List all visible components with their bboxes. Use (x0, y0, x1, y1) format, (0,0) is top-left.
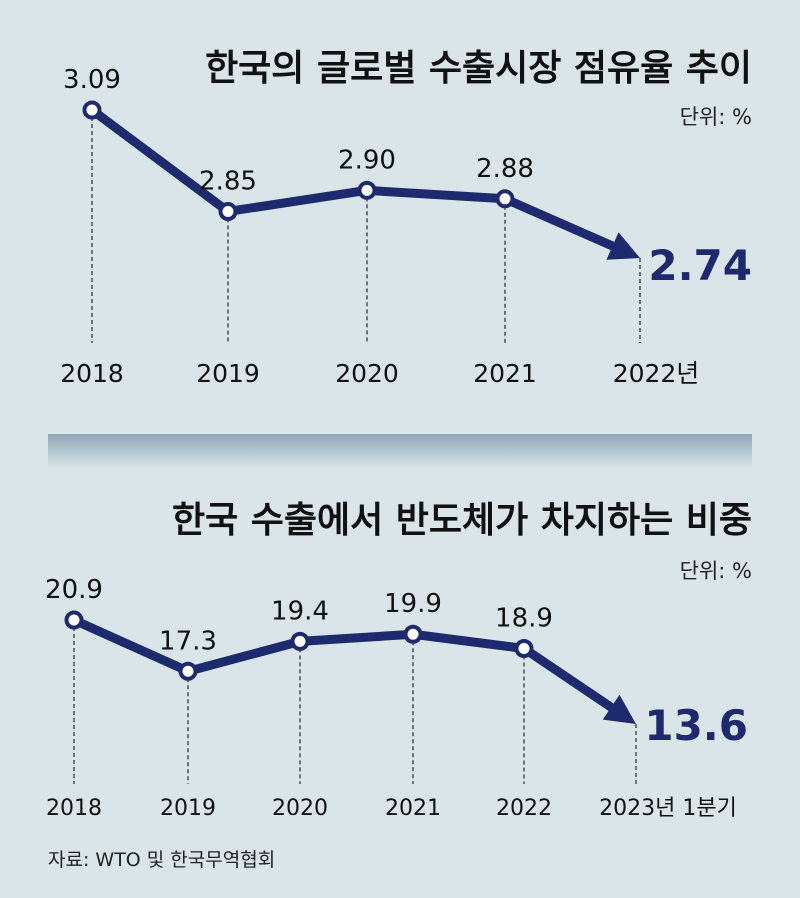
data-point (218, 201, 238, 221)
data-label: 2.90 (338, 145, 396, 175)
x-tick-label: 2018 (46, 796, 102, 821)
chart-2-series-line (69, 615, 636, 724)
chart-2: 한국 수출에서 반도체가 차지하는 비중 단위: % 20.9 17.3 19.4 1… (45, 500, 752, 821)
chart-1-guides (91, 110, 641, 343)
data-point (82, 100, 102, 120)
data-point (178, 661, 198, 681)
x-tick-label: 2019 (160, 796, 216, 821)
data-point (495, 189, 515, 209)
chart-1-x-ticks: 2018 2019 2020 2021 2022년 (60, 359, 699, 388)
chart-1: 한국의 글로벌 수출시장 점유율 추이 단위: % 3.09 2.85 2.90 2.… (60, 48, 752, 388)
data-label: 20.9 (45, 575, 103, 605)
series-line (87, 105, 618, 251)
chart-1-unit: 단위: % (680, 105, 752, 129)
data-label: 18.9 (495, 603, 553, 633)
data-label-highlight: 2.74 (648, 241, 752, 290)
data-label: 17.3 (159, 626, 217, 656)
x-tick-label: 2019 (196, 359, 260, 388)
series-arrowhead (606, 232, 640, 260)
series-line (69, 615, 616, 712)
data-label: 2.88 (476, 154, 534, 184)
x-tick-label: 2021 (385, 796, 441, 821)
chart-1-title: 한국의 글로벌 수출시장 점유율 추이 (205, 48, 752, 89)
chart-2-unit: 단위: % (680, 559, 752, 583)
data-point (357, 180, 377, 200)
data-point (290, 631, 310, 651)
chart-2-value-labels: 20.9 17.3 19.4 19.9 18.9 13.6 (45, 575, 748, 750)
x-tick-label: 2018 (60, 359, 124, 388)
data-label: 3.09 (63, 65, 121, 95)
data-point (64, 610, 84, 630)
x-tick-label: 2020 (272, 796, 328, 821)
chart-2-points (64, 610, 534, 681)
series-arrowhead (602, 694, 636, 724)
chart-1-value-labels: 3.09 2.85 2.90 2.88 2.74 (63, 65, 752, 290)
data-point (514, 638, 534, 658)
chart-1-points (82, 100, 515, 221)
data-label: 2.85 (199, 166, 257, 196)
section-divider (48, 434, 752, 468)
data-label: 19.9 (384, 589, 442, 619)
data-label: 19.4 (271, 596, 329, 626)
x-tick-label: 2022 (496, 796, 552, 821)
chart-2-title: 한국 수출에서 반도체가 차지하는 비중 (172, 500, 752, 541)
x-tick-label: 2023년 1분기 (599, 796, 737, 821)
source-note: 자료: WTO 및 한국무역협회 (48, 849, 275, 871)
x-tick-label: 2021 (473, 359, 537, 388)
x-tick-label: 2020 (335, 359, 399, 388)
chart-2-x-ticks: 2018 2019 2020 2021 2022 2023년 1분기 (46, 796, 737, 821)
data-point (403, 624, 423, 644)
x-tick-label: 2022년 (613, 359, 700, 388)
data-label-highlight: 13.6 (644, 701, 748, 750)
chart-2-guides (73, 620, 637, 784)
